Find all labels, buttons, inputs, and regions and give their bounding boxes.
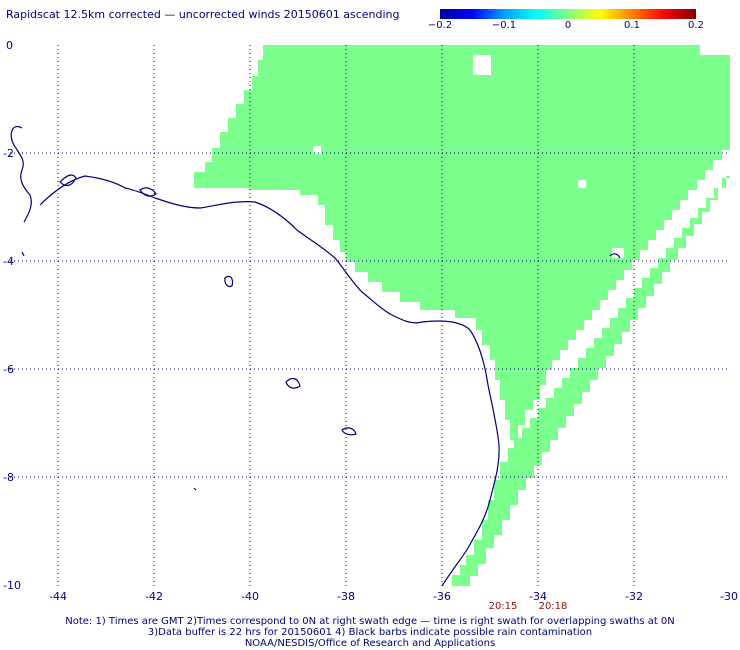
chart-title: Rapidscat 12.5km corrected — uncorrected… — [6, 8, 400, 21]
y-tick-label: -6 — [3, 363, 14, 376]
x-tick-label: -32 — [625, 590, 643, 603]
x-tick-label: -40 — [241, 590, 259, 603]
colorbar-label-min: −0.2 — [427, 20, 453, 31]
x-tick-label: -38 — [337, 590, 355, 603]
x-tick-label: -44 — [49, 590, 67, 603]
colorbar-label-pos: 0.1 — [624, 20, 640, 31]
y-tick-label: -8 — [3, 471, 14, 484]
y-tick-label: -2 — [3, 147, 14, 160]
x-tick-label: -36 — [433, 590, 451, 603]
colorbar-label-neg: −0.1 — [491, 20, 517, 31]
grid-lines — [10, 45, 730, 586]
swath-time-label: 20:15 — [489, 601, 518, 612]
colorbar — [440, 9, 696, 19]
swath-main — [194, 45, 730, 440]
colorbar-label-zero: 0 — [564, 20, 572, 31]
note-line-2: 3)Data buffer is 22 hrs for 20150601 4) … — [147, 627, 593, 638]
coastline — [10, 125, 621, 587]
note-line-1: Note: 1) Times are GMT 2)Times correspon… — [65, 616, 675, 627]
note-line-3: NOAA/NESDIS/Office of Research and Appli… — [244, 638, 496, 649]
colorbar-label-max: 0.2 — [688, 20, 704, 31]
y-tick-label: -10 — [3, 579, 21, 592]
swath-time-label: 20:18 — [539, 601, 568, 612]
swath-strip-right — [452, 158, 730, 586]
y-tick-label: 0 — [6, 39, 13, 52]
x-tick-label: -34 — [529, 590, 547, 603]
y-tick-label: -4 — [3, 255, 14, 268]
x-tick-label: -42 — [145, 590, 163, 603]
x-tick-label: -30 — [720, 590, 738, 603]
